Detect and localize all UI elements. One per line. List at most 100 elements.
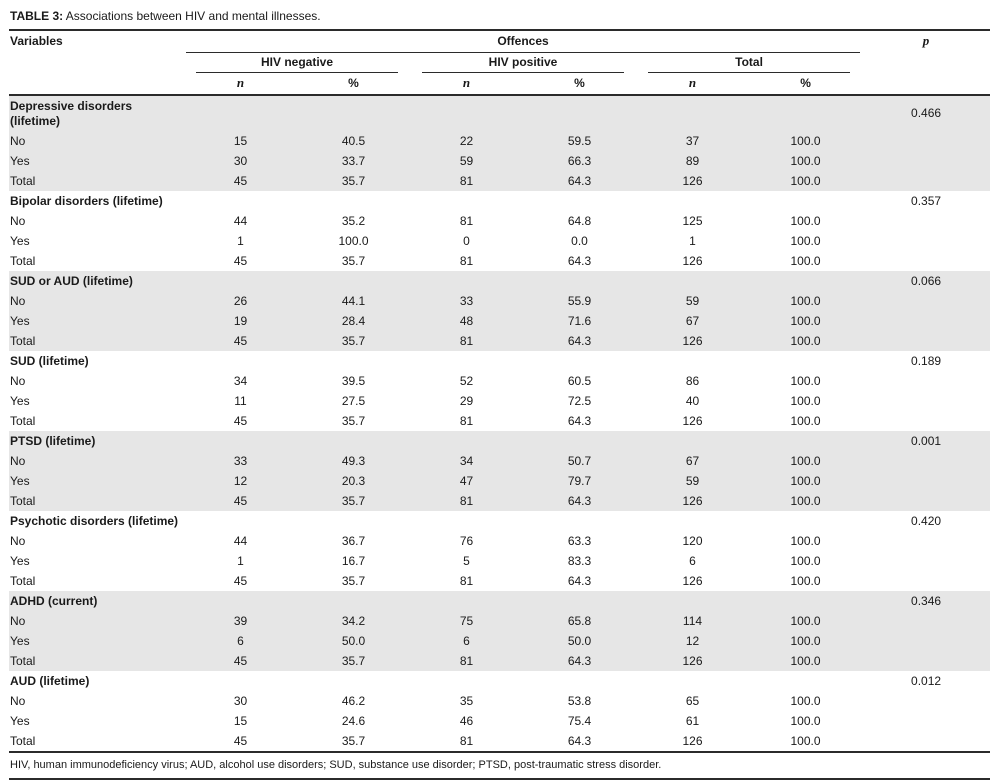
row-label-cell: No: [9, 291, 184, 311]
value-cell: 126: [682, 413, 703, 428]
value-cell: 100.0: [749, 631, 863, 651]
group-header-row: ADHD (current) 0.346: [9, 591, 991, 611]
value-cell: 16.7: [341, 553, 366, 568]
empty-cell: [184, 591, 297, 611]
value-cell: 100.0: [749, 611, 863, 631]
value-cell: 59: [636, 291, 749, 311]
p-value-cell: [862, 531, 990, 551]
row-label-cell: No: [10, 693, 26, 708]
p-value-cell: [862, 731, 990, 752]
value-cell: 100.0: [749, 171, 863, 191]
p-value-cell: [862, 311, 991, 331]
row-label-cell: No: [10, 373, 26, 388]
data-row: No 34 39.5 52 60.5 86 100.0: [9, 371, 990, 391]
value-cell: 33.7: [297, 151, 410, 171]
variables-header: Variables: [9, 30, 184, 96]
group-header-row: Psychotic disorders (lifetime) 0.420: [9, 511, 990, 531]
percent-header: %: [297, 73, 410, 96]
p-value-cell: [862, 451, 991, 471]
value-cell: 44: [233, 213, 248, 228]
group-header-row: Depressive disorders (lifetime) 0.466: [9, 95, 991, 131]
table-caption: Associations between HIV and mental illn…: [63, 9, 321, 23]
row-label-cell: Yes: [9, 471, 184, 491]
value-cell: 100.0: [749, 151, 863, 171]
p-value-cell: [862, 371, 990, 391]
total-header: Total: [636, 53, 862, 73]
value-cell: 12: [184, 471, 297, 491]
value-cell: 81: [459, 213, 474, 228]
value-cell: 24.6: [341, 713, 366, 728]
p-value-cell: [862, 571, 990, 591]
data-row: Yes 19 28.4 48 71.6 67 100.0: [9, 311, 991, 331]
value-cell: 81: [410, 651, 523, 671]
empty-cell: [636, 191, 749, 211]
percent-header: %: [749, 73, 863, 96]
value-cell: 64.3: [523, 491, 636, 511]
value-cell: 35.7: [341, 253, 366, 268]
empty-cell: [749, 191, 862, 211]
value-cell: 20.3: [297, 471, 410, 491]
value-cell: 81: [459, 733, 474, 748]
value-cell: 6: [184, 631, 297, 651]
row-label-cell: No: [9, 451, 184, 471]
header-row-top: Variables Offences p: [9, 30, 991, 96]
p-value-cell: 0.189: [911, 353, 942, 368]
p-value-cell: [862, 331, 991, 351]
data-row: No 26 44.1 33 55.9 59 100.0: [9, 291, 991, 311]
value-cell: 81: [459, 413, 474, 428]
value-cell: 100.0: [749, 291, 863, 311]
value-cell: 35: [459, 693, 474, 708]
value-cell: 30: [233, 693, 248, 708]
empty-cell: [184, 671, 297, 691]
p-value-cell: [862, 251, 990, 271]
row-label-cell: Yes: [10, 393, 30, 408]
value-cell: 76: [459, 533, 474, 548]
value-cell: 65.8: [523, 611, 636, 631]
p-value-cell: [862, 391, 990, 411]
data-row: Total 45 35.7 81 64.3 126 100.0: [9, 731, 990, 752]
value-cell: 45: [184, 171, 297, 191]
group-name-cell: Psychotic disorders (lifetime): [10, 513, 179, 528]
data-row: No 44 35.2 81 64.8 125 100.0: [9, 211, 990, 231]
value-cell: 30: [184, 151, 297, 171]
value-cell: 114: [636, 611, 749, 631]
n-header: n: [636, 73, 749, 96]
group-name-cell: Depressive disorders (lifetime): [9, 95, 184, 131]
value-cell: 52: [459, 373, 474, 388]
value-cell: 59: [636, 471, 749, 491]
hiv-negative-header: HIV negative: [184, 53, 410, 73]
value-cell: 28.4: [297, 311, 410, 331]
p-value-cell: [862, 231, 990, 251]
value-cell: 126: [682, 733, 703, 748]
value-cell: 63.3: [567, 533, 592, 548]
row-label-cell: Total: [9, 651, 184, 671]
value-cell: 125: [682, 213, 703, 228]
value-cell: 44: [233, 533, 248, 548]
group-name-cell: Bipolar disorders (lifetime): [10, 193, 163, 208]
value-cell: 100.0: [790, 733, 821, 748]
value-cell: 81: [410, 331, 523, 351]
value-cell: 12: [636, 631, 749, 651]
empty-cell: [749, 511, 862, 531]
p-value-cell: 0.357: [911, 193, 942, 208]
empty-cell: [523, 95, 636, 131]
empty-cell: [410, 431, 523, 451]
row-label-cell: Total: [10, 733, 36, 748]
empty-cell: [636, 351, 749, 371]
value-cell: 35.7: [297, 491, 410, 511]
data-row: Yes 1 16.7 5 83.3 6 100.0: [9, 551, 990, 571]
value-cell: 100.0: [749, 491, 863, 511]
row-label-cell: No: [9, 611, 184, 631]
empty-cell: [297, 591, 410, 611]
value-cell: 40.5: [297, 131, 410, 151]
data-row: Total 45 35.7 81 64.3 126 100.0: [9, 251, 990, 271]
value-cell: 126: [636, 331, 749, 351]
value-cell: 55.9: [523, 291, 636, 311]
value-cell: 64.3: [567, 413, 592, 428]
data-row: Total 45 35.7 81 64.3 126 100.0: [9, 171, 991, 191]
empty-cell: [749, 591, 863, 611]
group-name-cell: SUD or AUD (lifetime): [9, 271, 184, 291]
value-cell: 45: [184, 491, 297, 511]
value-cell: 67: [636, 451, 749, 471]
